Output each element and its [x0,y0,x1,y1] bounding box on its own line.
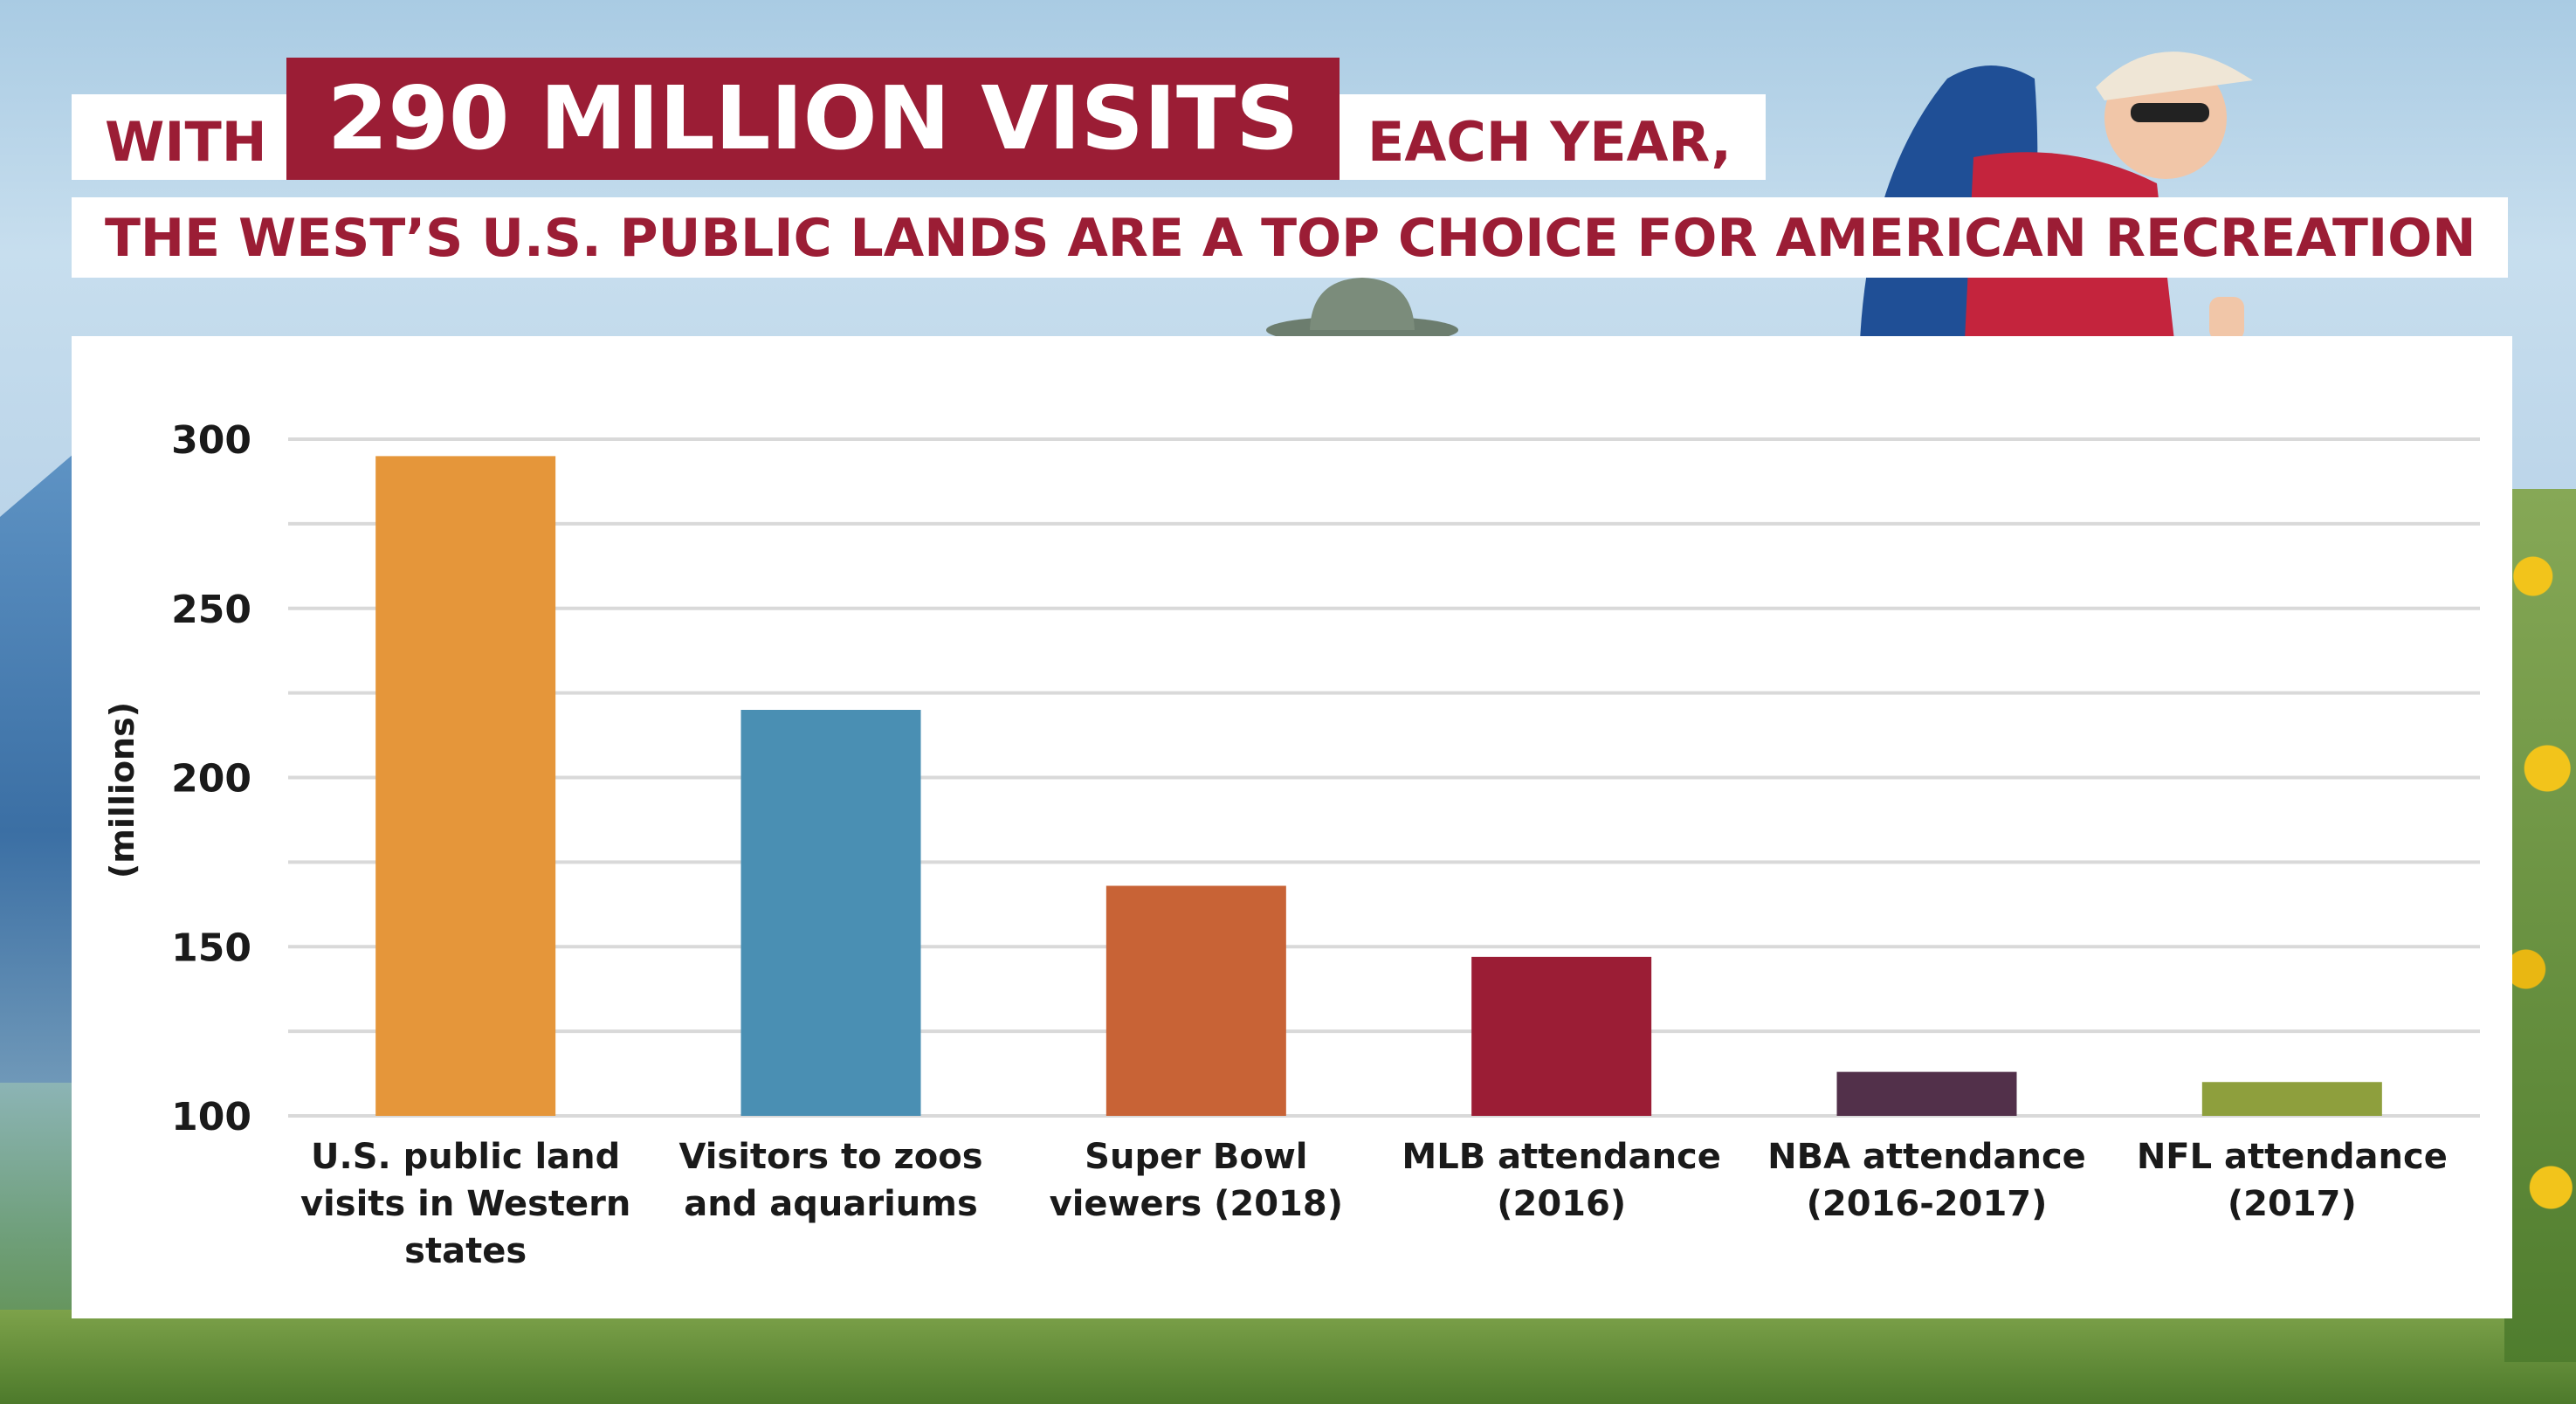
headline-prefix: WITH [105,110,267,174]
x-category-label-line: viewers (2018) [1049,1184,1343,1224]
headline-highlight-box [286,58,1340,180]
x-category-label: MLB attendance (2016) [1378,1133,1745,1228]
x-category-label-line: NBA attendance [1767,1137,2086,1177]
x-category-label: U.S. public land visits in Western states [282,1133,649,1275]
x-category-label: NFL attendance (2017) [2109,1133,2476,1228]
x-category-label: Visitors to zoos and aquariums [648,1133,1015,1228]
x-category-label-line: Super Bowl [1085,1137,1308,1177]
x-category-label-line: visits in Western [300,1184,631,1224]
x-category-label-line: (2016) [1497,1184,1627,1224]
headline-band-2 [72,197,2508,278]
headline-highlight: 290 MILLION VISITS [327,67,1299,169]
y-tick-label: 250 [171,588,251,632]
bar-5 [1836,1071,2017,1116]
x-category-label-line: NFL attendance [2136,1137,2448,1177]
x-category-label-line: states [404,1231,527,1271]
x-category-label-line: Visitors to zoos [678,1137,983,1177]
bar-2 [740,710,921,1116]
x-category-label-line: (2017) [2227,1184,2357,1224]
x-category-label-line: and aquariums [684,1184,978,1224]
x-category-label-line: (2016-2017) [1806,1184,2048,1224]
x-category-label-line: U.S. public land [311,1137,621,1177]
wildflowers-scenery [2504,489,2576,1362]
hiker-hat-illustration [1266,278,1458,341]
bar-1 [375,456,556,1116]
bar-4 [1471,956,1652,1116]
y-tick-label: 100 [171,1095,251,1139]
headline-subtitle: THE WEST’S U.S. PUBLIC LANDS ARE A TOP C… [105,208,2476,269]
bar-3 [1105,885,1286,1116]
x-category-label: Super Bowl viewers (2018) [1013,1133,1380,1228]
y-tick-label: 200 [171,757,251,802]
y-tick-label: 150 [171,926,251,970]
bar-6 [2201,1082,2382,1116]
y-tick-label: 300 [171,418,251,463]
x-category-label-line: MLB attendance [1402,1137,1721,1177]
meadow-scenery [0,1310,2576,1404]
x-category-label: NBA attendance (2016-2017) [1744,1133,2111,1228]
headline-suffix: EACH YEAR, [1367,110,1732,174]
